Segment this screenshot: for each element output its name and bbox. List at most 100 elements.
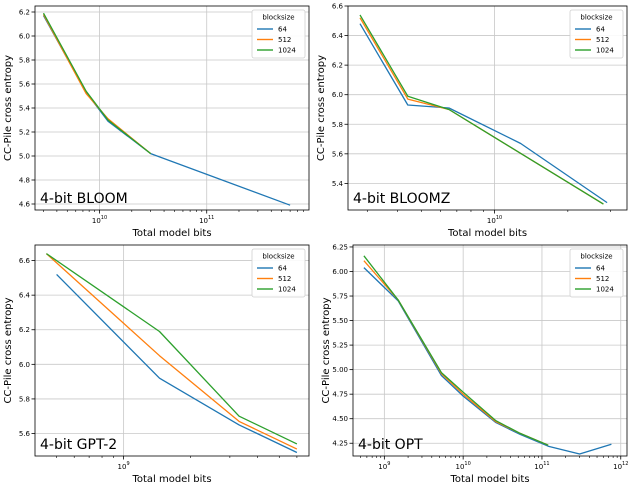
series-line-1024 [46,253,298,445]
x-axis-label: Total model bits [447,228,527,239]
x-tick-base: 10 [378,463,387,471]
legend-label: 1024 [596,47,614,55]
y-tick-label: 6.0 [19,361,30,369]
legend: blocksize 64 512 1024 [569,9,624,59]
x-tick-label: 1010 [92,215,107,225]
legend-label: 64 [596,265,605,273]
series-line-512 [363,260,549,446]
legend-label: 512 [278,36,291,44]
y-tick-label: 5.00 [332,366,348,374]
axes-frame [34,244,310,457]
x-tick-base: 10 [534,463,543,471]
legend: blocksize 64 512 1024 [251,9,306,59]
legend-title: blocksize [580,14,612,22]
y-tick-label: 6.25 [332,243,348,251]
y-tick-label: 6.4 [19,292,31,300]
x-tick-label: 1012 [613,461,628,471]
y-tick-label: 5.6 [332,150,344,158]
panel-annotation: 4-bit GPT-2 [40,437,117,453]
y-tick-label: 6.2 [332,62,343,70]
axes-frame [34,5,310,211]
y-tick-label: 6.6 [19,257,31,265]
y-tick-label: 6.4 [332,32,344,40]
series-line-1024 [42,12,152,155]
series-line-1024 [359,14,604,205]
y-tick-label: 4.50 [332,415,348,423]
legend: blocksize 64 512 1024 [569,248,624,298]
x-tick-exponent: 12 [622,461,628,467]
legend-label: 64 [278,26,287,34]
series-line-64 [56,273,298,454]
y-axis-label: CC-Pile cross entropy [321,297,332,403]
chart-panel-2: 1010 5.4 5.6 5.8 6.0 6.2 6.4 6.6 Total model bit… [316,3,628,239]
x-tick-exponent: 11 [208,215,214,221]
y-tick-label: 6.2 [19,9,30,17]
x-tick-label: 1011 [534,461,549,471]
legend-label: 512 [596,36,609,44]
x-tick-label: 1010 [456,461,471,471]
y-tick-label: 5.0 [19,153,30,161]
series-line-64 [359,23,608,204]
y-tick-label: 6.0 [19,33,30,41]
y-tick-label: 6.2 [19,326,30,334]
legend-label: 1024 [596,286,614,294]
series-line-512 [45,253,298,450]
y-tick-label: 5.4 [19,105,31,113]
legend-label: 64 [278,265,287,273]
x-tick-base: 10 [199,217,208,225]
legend-label: 1024 [278,47,296,55]
legend-title: blocksize [580,253,612,261]
y-tick-label: 6.0 [332,91,343,99]
x-tick-exponent: 11 [543,461,549,467]
y-tick-label: 5.4 [332,180,344,188]
y-tick-label: 5.8 [332,121,343,129]
x-tick-exponent: 10 [464,461,470,467]
legend-label: 512 [596,275,609,283]
x-tick-label: 109 [378,461,390,471]
x-tick-base: 10 [118,463,127,471]
chart-panel-4: 109 1010 1011 10124.254.504.755.005.255.505… [321,243,628,485]
y-tick-label: 5.75 [332,293,348,301]
x-tick-exponent: 10 [101,215,107,221]
x-tick-exponent: 9 [387,461,390,467]
y-tick-label: 4.6 [19,201,31,209]
x-tick-label: 1011 [199,215,214,225]
legend: blocksize 64 512 1024 [251,248,306,298]
y-tick-label: 5.25 [332,342,348,350]
legend-label: 64 [596,26,605,34]
y-tick-label: 5.8 [19,57,30,65]
axes-frame [347,5,628,211]
y-tick-label: 5.6 [19,81,31,89]
y-tick-label: 5.50 [332,317,348,325]
x-tick-base: 10 [92,217,101,225]
x-axis-label: Total model bits [449,474,529,485]
y-axis-label: CC-Pile cross entropy [3,55,14,161]
x-tick-base: 10 [613,463,622,471]
y-tick-label: 5.2 [19,129,30,137]
y-axis-label: CC-Pile cross entropy [3,297,14,403]
panel-annotation: 4-bit BLOOM [40,191,128,207]
x-tick-exponent: 9 [126,461,129,467]
legend-label: 512 [278,275,291,283]
series-line-1024 [363,255,549,446]
y-tick-label: 5.8 [19,395,30,403]
chart-panel-3: 109 5.6 5.8 6.0 6.2 6.4 6.6 Total model bits CC-… [3,244,310,485]
y-tick-label: 6.00 [332,268,348,276]
y-tick-label: 6.6 [332,3,344,11]
legend-title: blocksize [262,14,294,22]
y-tick-label: 4.25 [332,440,348,448]
legend-label: 1024 [278,286,296,294]
legend-box [251,9,306,59]
x-tick-exponent: 10 [496,215,502,221]
legend-box [251,248,306,298]
x-tick-label: 109 [118,461,130,471]
y-tick-label: 5.6 [19,430,31,438]
legend-box [569,248,624,298]
x-axis-label: Total model bits [131,228,211,239]
x-tick-label: 1010 [487,215,502,225]
chart-panel-1: 1010 10114.64.85.05.25.45.65.86.06.2Total… [3,5,310,239]
y-axis-label: CC-Pile cross entropy [316,55,327,161]
series-line-512 [359,17,604,205]
legend-box [569,9,624,59]
